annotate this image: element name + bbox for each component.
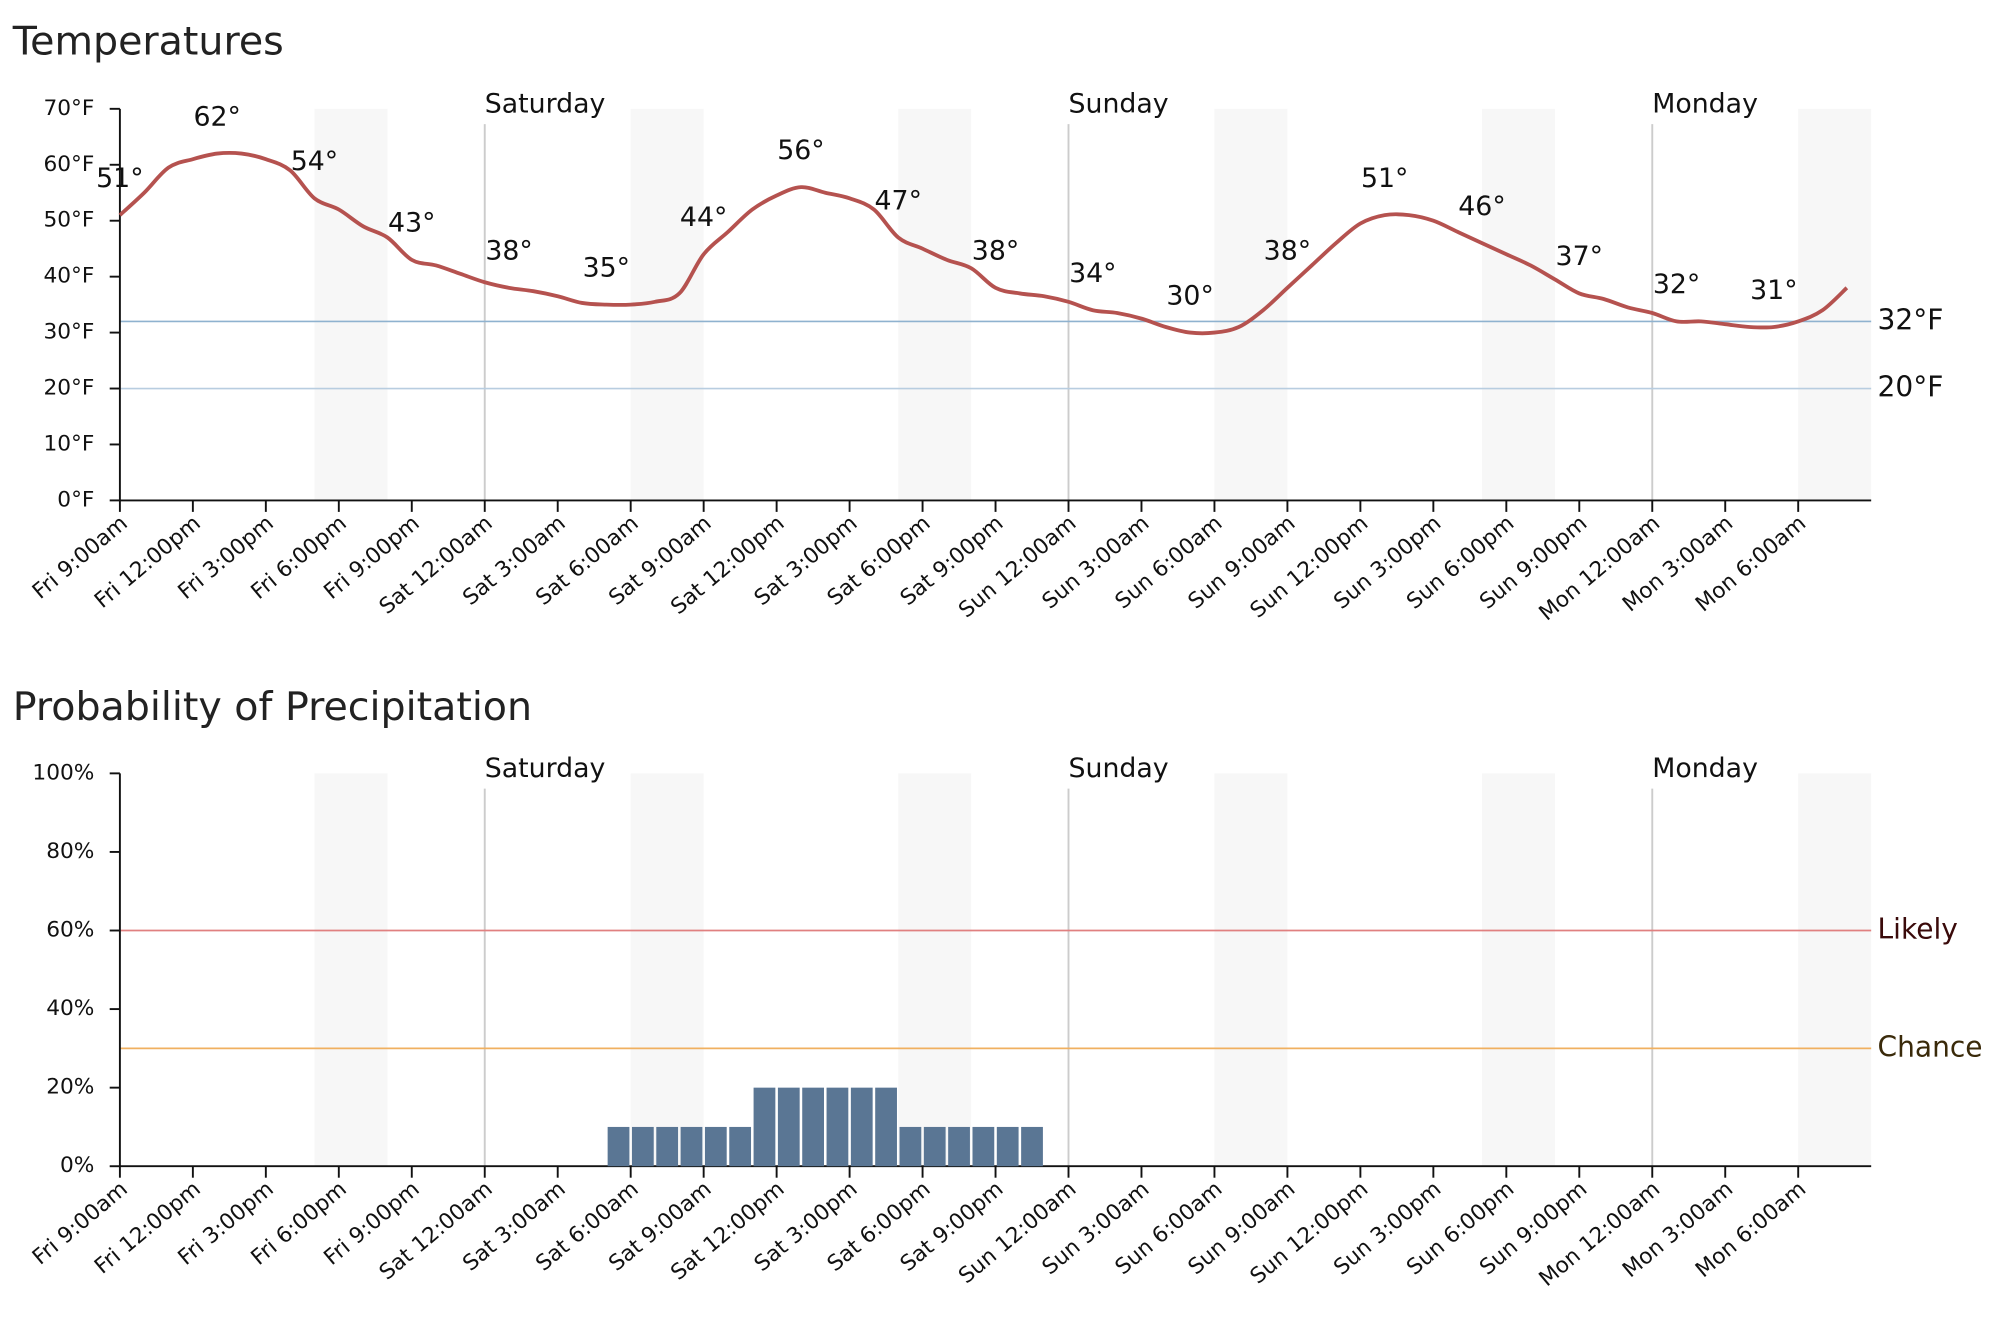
night-band bbox=[1798, 108, 1872, 501]
temp-chart: Temperatures Saturday Sunday Monday 32°F 20°F… bbox=[12, 18, 1944, 626]
y-tick-label: 70°F bbox=[43, 96, 94, 121]
value-label: 35° bbox=[583, 252, 630, 283]
bar bbox=[826, 1087, 849, 1167]
night-band bbox=[630, 773, 704, 1167]
value-label: 38° bbox=[972, 236, 1019, 267]
y-tick-label: 100% bbox=[32, 760, 94, 785]
bar bbox=[729, 1126, 752, 1167]
bar bbox=[631, 1126, 654, 1167]
night-band bbox=[314, 108, 388, 501]
bar bbox=[777, 1087, 800, 1167]
value-label: 51° bbox=[96, 163, 143, 194]
bar bbox=[972, 1126, 995, 1167]
y-tick-label: 40% bbox=[46, 996, 94, 1021]
day-label: Sunday bbox=[1069, 88, 1169, 119]
reference-label: 32°F bbox=[1878, 303, 1944, 336]
bar bbox=[948, 1126, 970, 1167]
bar bbox=[607, 1126, 630, 1167]
value-label: 38° bbox=[485, 236, 532, 267]
value-label: 54° bbox=[291, 146, 338, 177]
value-label: 46° bbox=[1458, 191, 1505, 222]
value-label: 51° bbox=[1361, 163, 1408, 194]
value-label: 32° bbox=[1653, 269, 1700, 300]
night-band bbox=[1482, 773, 1555, 1167]
day-label: Monday bbox=[1652, 88, 1758, 119]
reference-label: 20°F bbox=[1878, 371, 1944, 404]
value-label: 44° bbox=[680, 202, 727, 233]
night-band bbox=[1214, 108, 1288, 501]
bar bbox=[923, 1126, 946, 1167]
night-band bbox=[898, 108, 972, 501]
night-band bbox=[1482, 108, 1555, 501]
precip-chart: Probability of Precipitation Saturday Sund… bbox=[13, 684, 1983, 1292]
temp-line bbox=[118, 150, 1849, 336]
bar bbox=[850, 1087, 873, 1167]
value-label: 56° bbox=[777, 135, 824, 166]
y-tick-label: 60% bbox=[46, 918, 94, 943]
value-label: 30° bbox=[1166, 280, 1213, 311]
y-tick-label: 60°F bbox=[43, 152, 94, 177]
day-label: Saturday bbox=[485, 88, 606, 119]
value-label: 43° bbox=[388, 208, 435, 239]
bar bbox=[899, 1126, 922, 1167]
value-label: 62° bbox=[193, 101, 240, 132]
day-label: Saturday bbox=[485, 753, 606, 784]
value-label: 31° bbox=[1750, 275, 1797, 306]
bar bbox=[1021, 1126, 1043, 1167]
bar bbox=[704, 1126, 727, 1167]
bar bbox=[753, 1087, 776, 1167]
value-label: 34° bbox=[1069, 258, 1116, 289]
bar bbox=[656, 1126, 679, 1167]
bar bbox=[802, 1087, 824, 1167]
y-tick-label: 20% bbox=[46, 1075, 94, 1100]
value-label: 37° bbox=[1556, 241, 1603, 272]
reference-label: Likely bbox=[1878, 913, 1958, 946]
bar bbox=[680, 1126, 703, 1167]
y-tick-label: 50°F bbox=[43, 208, 94, 233]
chart-title: Temperatures bbox=[12, 18, 284, 64]
night-band bbox=[1798, 773, 1872, 1167]
night-band bbox=[314, 773, 388, 1167]
y-tick-label: 10°F bbox=[43, 431, 94, 456]
y-tick-label: 0% bbox=[60, 1153, 94, 1178]
value-label: 47° bbox=[875, 185, 922, 216]
night-band bbox=[898, 773, 972, 1167]
day-label: Monday bbox=[1652, 753, 1758, 784]
y-tick-label: 30°F bbox=[43, 320, 94, 345]
y-tick-label: 40°F bbox=[43, 264, 94, 289]
y-tick-label: 0°F bbox=[57, 487, 94, 512]
day-label: Sunday bbox=[1069, 753, 1169, 784]
bar bbox=[875, 1087, 897, 1167]
value-label: 38° bbox=[1264, 236, 1311, 267]
bar bbox=[996, 1126, 1019, 1167]
y-tick-label: 20°F bbox=[43, 376, 94, 401]
y-tick-label: 80% bbox=[46, 839, 94, 864]
chart-title: Probability of Precipitation bbox=[13, 684, 532, 730]
reference-label: Chance bbox=[1878, 1030, 1983, 1063]
night-band bbox=[1214, 773, 1288, 1167]
